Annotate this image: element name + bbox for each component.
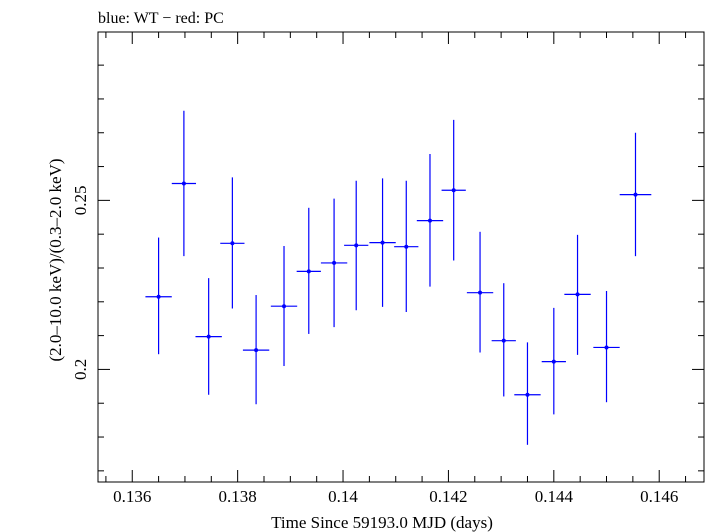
x-axis-label: Time Since 59193.0 MJD (days) [271, 513, 493, 532]
data-point [478, 290, 483, 295]
data-point [254, 348, 259, 353]
data-point [181, 181, 186, 186]
data-point [427, 218, 432, 223]
chart-title: blue: WT − red: PC [98, 10, 224, 27]
data-point [354, 243, 359, 248]
data-point [156, 294, 161, 299]
data-point [380, 240, 385, 245]
x-tick-label: 0.146 [640, 487, 678, 506]
data-point [633, 192, 638, 197]
y-axis-label: (2.0–10.0 keV)/(0.3–2.0 keV) [46, 158, 65, 361]
data-point [575, 292, 580, 297]
data-point [604, 345, 609, 350]
x-axis-ticks: 0.136 0.138 0.14 0.142 0.144 0.146 [105, 32, 687, 506]
data-point [525, 392, 530, 397]
data-point [332, 260, 337, 265]
y-tick-label: 0.25 [71, 185, 90, 215]
data-points [145, 110, 652, 445]
data-point [501, 338, 506, 343]
x-tick-label: 0.138 [219, 487, 257, 506]
data-point [282, 304, 287, 309]
y-axis-ticks: 0.2 0.25 [71, 64, 704, 472]
data-point [206, 334, 211, 339]
x-tick-label: 0.144 [535, 487, 574, 506]
data-point [306, 269, 311, 274]
plot-frame [97, 31, 705, 483]
data-point [404, 244, 409, 249]
data-point [551, 359, 556, 364]
x-tick-label: 0.14 [328, 487, 358, 506]
y-tick-label: 0.2 [71, 359, 90, 380]
data-point [230, 241, 235, 246]
data-point [451, 188, 456, 193]
x-tick-label: 0.136 [113, 487, 151, 506]
x-tick-label: 0.142 [429, 487, 467, 506]
